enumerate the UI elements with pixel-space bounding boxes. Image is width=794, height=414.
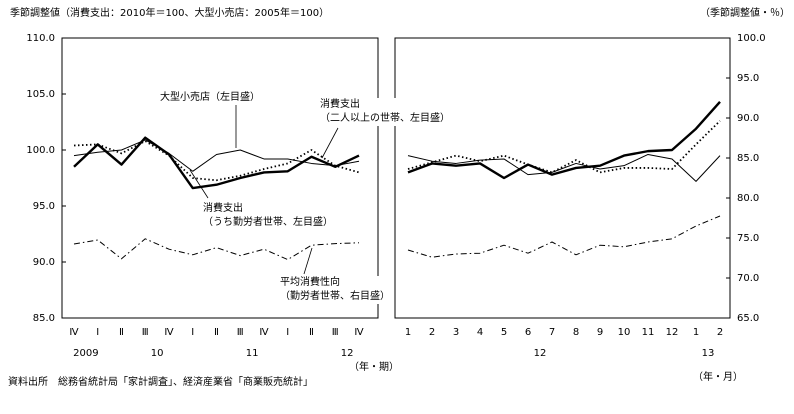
x-tick-label: 2 (429, 327, 435, 338)
series-line (73, 136, 360, 190)
series-annotation: 大型小売店（左目盛） (160, 91, 260, 105)
y-tick-label: 85.0 (33, 313, 55, 324)
annotation-arrow (321, 127, 339, 159)
x-tick-label: 10 (618, 327, 631, 338)
y-tick-label: 95.0 (33, 201, 55, 212)
x-tick-label: Ⅱ (214, 327, 219, 338)
annotation-arrow (189, 169, 209, 199)
x-tick-label: Ⅳ (354, 327, 364, 338)
y-tick-label: 100.0 (26, 145, 55, 156)
series-line (73, 238, 360, 261)
y2-tick-label: 85.0 (737, 153, 759, 164)
series-line (73, 140, 360, 182)
x-tick-label: 3 (453, 327, 459, 338)
series-line (407, 153, 721, 182)
panel-frame (61, 37, 379, 319)
y2-axis-label: （季節調整値・％） (700, 6, 790, 19)
x-tick-label: 6 (525, 327, 531, 338)
x-tick-label: Ⅳ (164, 327, 174, 338)
chart-title: 季節調整値（消費支出：2010年＝100、大型小売店：2005年＝100） (10, 6, 329, 19)
x-tick-label: Ⅲ (237, 327, 244, 338)
x-tick-label: 4 (477, 327, 483, 338)
year-label: 13 (702, 348, 715, 359)
y2-tick-label: 90.0 (737, 113, 759, 124)
y-tick-label: 110.0 (26, 33, 55, 44)
y2-tick-label: 100.0 (737, 33, 766, 44)
y2-tick-label: 95.0 (737, 73, 759, 84)
series-annotation: 平均消費性向 （勤労者世帯、右目盛） (280, 276, 390, 304)
x-tick-label: Ⅲ (142, 327, 149, 338)
y2-tick-label: 75.0 (737, 233, 759, 244)
x-tick-label: Ⅰ (96, 327, 99, 338)
annotation-arrow (303, 247, 313, 275)
x-tick-label: Ⅱ (309, 327, 314, 338)
x-tick-label: Ⅰ (286, 327, 289, 338)
panel-frame (394, 37, 731, 319)
x-tick-label: Ⅰ (191, 327, 194, 338)
y2-tick-label: 70.0 (737, 273, 759, 284)
x-axis-label: （年・月） (693, 370, 743, 383)
x-tick-label: 7 (549, 327, 555, 338)
y-tick-label: 90.0 (33, 257, 55, 268)
year-label: 10 (151, 348, 164, 359)
year-label: 12 (341, 348, 354, 359)
y-tick-label: 105.0 (26, 89, 55, 100)
y2-tick-label: 80.0 (737, 193, 759, 204)
series-line (73, 139, 360, 172)
x-tick-label: 1 (405, 327, 411, 338)
series-annotation: 消費支出 （二人以上の世帯、左目盛） (320, 98, 450, 126)
year-label: 11 (246, 348, 259, 359)
x-axis-label: （年・期） (349, 360, 399, 373)
series-line (407, 215, 721, 258)
x-tick-label: Ⅳ (69, 327, 79, 338)
year-label: 2009 (73, 348, 98, 359)
source-note: 資料出所 総務省統計局「家計調査」、経済産業省「商業販売統計」 (8, 375, 313, 388)
x-tick-label: Ⅳ (259, 327, 269, 338)
year-label: 12 (534, 348, 547, 359)
x-tick-label: Ⅲ (332, 327, 339, 338)
x-tick-label: 11 (642, 327, 655, 338)
x-tick-label: 9 (597, 327, 603, 338)
series-annotation: 消費支出 （うち勤労者世帯、左目盛） (203, 202, 333, 230)
x-tick-label: Ⅱ (119, 327, 124, 338)
x-tick-label: 12 (666, 327, 679, 338)
y2-tick-label: 65.0 (737, 313, 759, 324)
x-tick-label: 5 (501, 327, 507, 338)
x-tick-label: 2 (717, 327, 723, 338)
x-tick-label: 8 (573, 327, 579, 338)
series-line (407, 101, 721, 180)
x-tick-label: 1 (693, 327, 699, 338)
series-line (407, 120, 721, 174)
